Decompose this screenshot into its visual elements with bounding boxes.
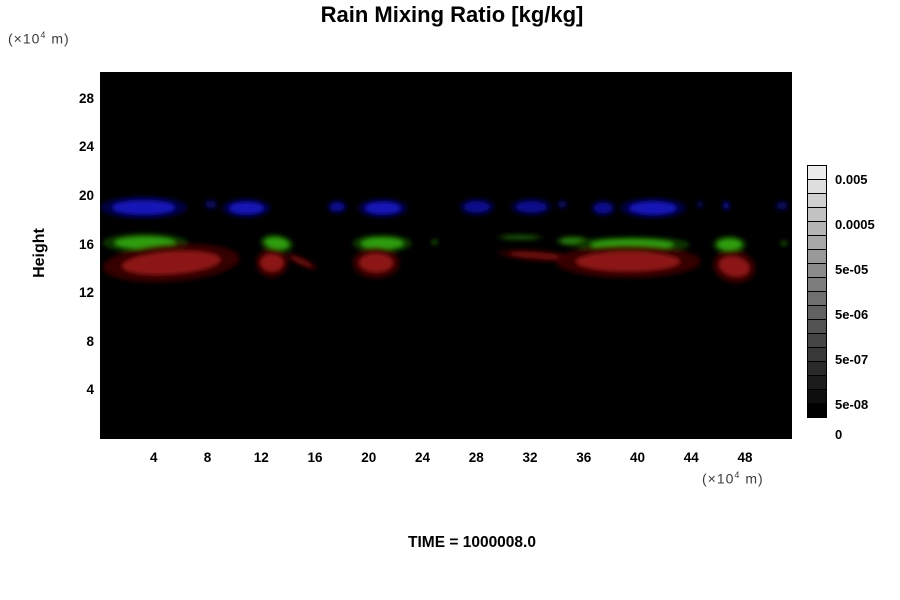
colorbar-tick-label: 0.005 <box>835 172 868 187</box>
y-tick-label: 20 <box>78 187 94 203</box>
rain-blob-blue <box>590 199 616 217</box>
x-tick-label: 4 <box>149 450 158 465</box>
x-axis-unit-label: (×104 m) <box>702 470 764 487</box>
colorbar-tick-label: 5e-08 <box>835 397 869 412</box>
colorbar-tick-label: 0 <box>835 427 843 442</box>
rain-blob-blue <box>222 198 271 218</box>
colorbar-tick-label: 5e-05 <box>835 262 869 277</box>
y-tick-label: 16 <box>78 236 94 252</box>
colorbar-box <box>807 375 827 390</box>
rain-field-svg <box>100 195 790 284</box>
x-tick-label: 48 <box>737 450 753 465</box>
rain-blob-blue <box>774 199 790 212</box>
x-tick-label: 28 <box>468 450 484 465</box>
x-tick-label: 16 <box>307 450 323 465</box>
rain-blob-green <box>779 239 788 247</box>
x-axis-unit-suffix: m) <box>740 470 764 487</box>
colorbar-box <box>807 207 827 222</box>
colorbar-box <box>807 165 827 180</box>
chart-title: Rain Mixing Ratio [kg/kg] <box>320 2 584 27</box>
rain-blob-green <box>712 235 747 254</box>
colorbar-box <box>807 305 827 320</box>
colorbar-box <box>807 249 827 264</box>
colorbar-box <box>807 263 827 278</box>
x-axis-unit-exponent: 4 <box>734 470 741 480</box>
colorbar-tick-label: 5e-06 <box>835 307 869 322</box>
x-tick-label: 32 <box>522 450 538 465</box>
y-tick-label: 12 <box>78 285 94 301</box>
rain-blob-blue <box>327 199 348 215</box>
rain-blob-blue <box>458 197 496 217</box>
rain-blob-red <box>102 243 240 283</box>
y-tick-label: 24 <box>78 139 94 155</box>
rain-blob-green <box>352 234 412 253</box>
rain-blob-green <box>495 233 545 241</box>
rain-blob-blue <box>722 200 731 212</box>
colorbar-box <box>807 347 827 362</box>
y-tick-label: 4 <box>86 382 94 398</box>
rain-blob-green <box>260 234 294 253</box>
y-axis-unit-prefix: (×10 <box>8 30 41 47</box>
y-axis-unit-suffix: m) <box>46 30 70 47</box>
x-tick-label: 44 <box>683 450 699 465</box>
rain-blob-red <box>555 245 701 278</box>
x-tick-label: 40 <box>629 450 645 465</box>
colorbar-box <box>807 179 827 194</box>
rain-blob-blue <box>509 197 553 217</box>
rain-blob-blue <box>696 199 704 210</box>
colorbar <box>807 165 827 435</box>
rain-blob-blue <box>556 198 568 210</box>
x-tick-label: 8 <box>203 450 212 465</box>
y-axis-unit-label: (×104 m) <box>8 30 70 47</box>
x-tick-label: 36 <box>576 450 592 465</box>
colorbar-box <box>807 193 827 208</box>
y-tick-label: 28 <box>78 90 94 106</box>
rain-blob-red <box>712 249 756 284</box>
rain-blob-red <box>497 249 576 262</box>
colorbar-box <box>807 361 827 376</box>
colorbar-box <box>807 235 827 250</box>
colorbar-tick-label: 5e-07 <box>835 352 869 367</box>
colorbar-box <box>807 277 827 292</box>
colorbar-tick-label: 0.0005 <box>835 217 875 232</box>
rain-blob-blue <box>620 197 686 219</box>
rain-blob-red <box>255 248 289 278</box>
time-label: TIME = 1000008.0 <box>408 534 536 551</box>
y-tick-label: 8 <box>86 333 94 349</box>
x-axis-unit-prefix: (×10 <box>702 470 735 487</box>
colorbar-box <box>807 291 827 306</box>
colorbar-box <box>807 403 827 418</box>
x-tick-label: 12 <box>253 450 269 465</box>
x-tick-label: 24 <box>414 450 430 465</box>
rain-blob-red <box>285 253 318 270</box>
plot-area <box>100 72 792 439</box>
rain-blob-red <box>352 246 400 279</box>
rain-blob-green <box>430 238 439 246</box>
y-axis-title: Height <box>31 228 48 278</box>
rain-blob-blue <box>357 198 408 218</box>
rain-blob-blue <box>100 195 188 220</box>
y-axis-unit-exponent: 4 <box>40 30 47 40</box>
x-tick-label: 20 <box>361 450 377 465</box>
colorbar-box <box>807 221 827 236</box>
colorbar-box <box>807 319 827 334</box>
colorbar-box <box>807 333 827 348</box>
colorbar-box <box>807 389 827 404</box>
rain-blob-blue <box>203 198 219 211</box>
